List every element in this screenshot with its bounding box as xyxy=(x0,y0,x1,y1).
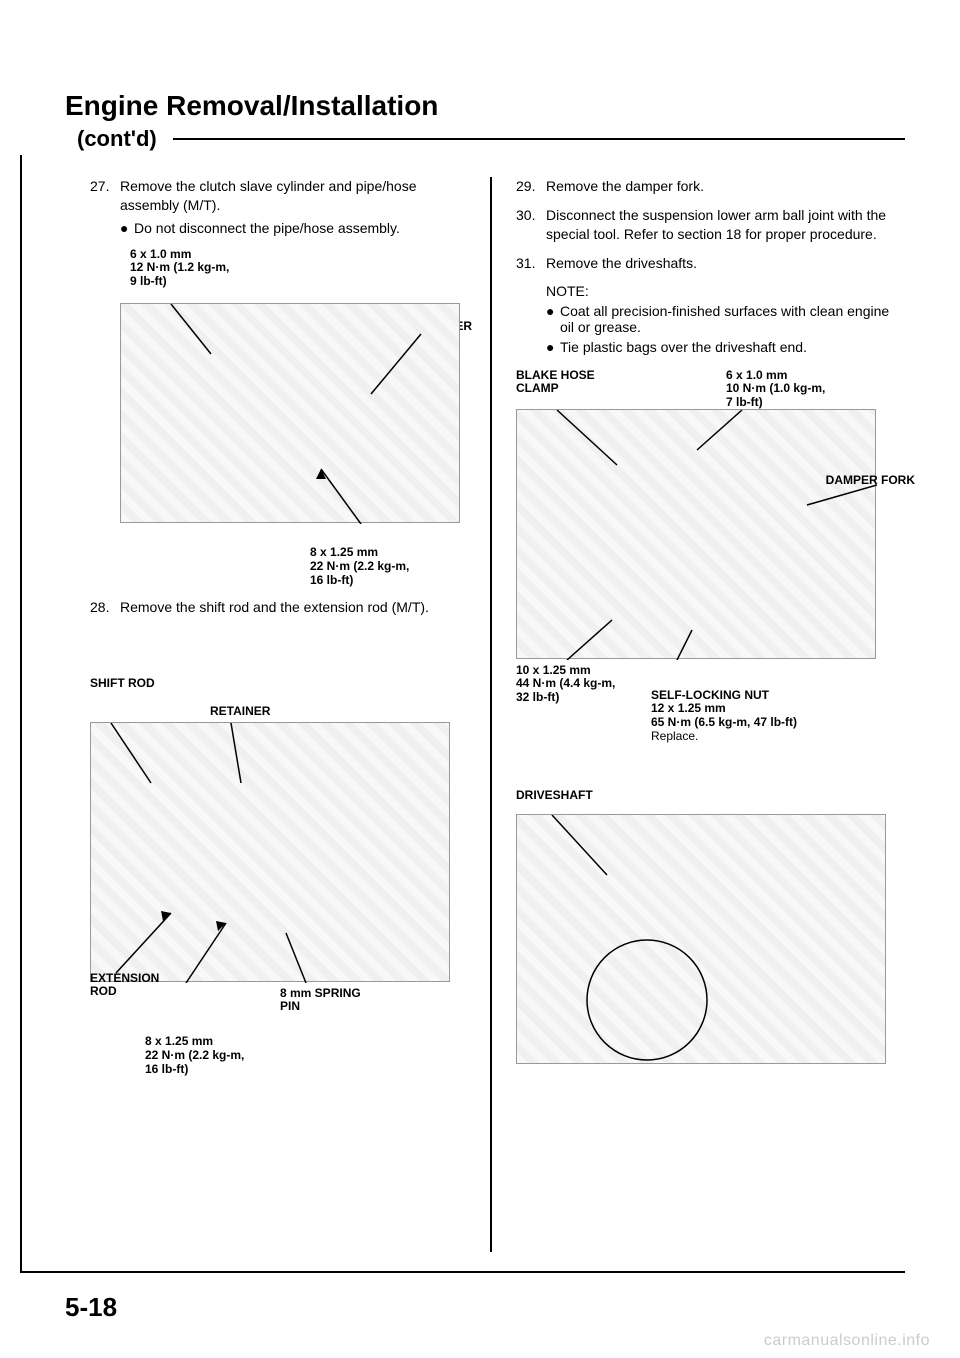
step-text: Disconnect the suspension lower arm ball… xyxy=(546,207,886,242)
page-subtitle: (cont'd) xyxy=(77,126,165,152)
step-30: 30. Disconnect the suspension lower arm … xyxy=(516,206,905,244)
step-number: 28. xyxy=(90,598,120,617)
part-label: CLAMP xyxy=(516,381,559,395)
diagram-placeholder xyxy=(120,303,460,523)
part-label: DAMPER FORK xyxy=(826,473,915,487)
part-label: SHIFT ROD xyxy=(90,676,155,690)
torque-spec: 32 lb-ft) xyxy=(516,690,559,704)
step-27: 27. Remove the clutch slave cylinder and… xyxy=(90,177,472,238)
step-text: Remove the clutch slave cylinder and pip… xyxy=(120,178,417,213)
page-number: 5-18 xyxy=(65,1292,117,1323)
diagram-placeholder xyxy=(516,814,886,1064)
torque-spec: 10 x 1.25 mm xyxy=(516,663,591,677)
torque-spec: 65 N·m (6.5 kg-m, 47 lb-ft) xyxy=(651,715,797,729)
part-label: 8 mm SPRING xyxy=(280,986,361,1000)
diagram-placeholder xyxy=(516,409,876,659)
note-label: NOTE: xyxy=(546,283,905,299)
part-label: DRIVESHAFT xyxy=(516,788,593,802)
step-text: Remove the damper fork. xyxy=(546,178,704,194)
step-number: 31. xyxy=(516,254,546,273)
bottom-rule xyxy=(20,1271,905,1273)
left-column: 27. Remove the clutch slave cylinder and… xyxy=(90,177,490,1252)
torque-spec: 22 N·m (2.2 kg-m, xyxy=(145,1048,244,1062)
step-31: 31. Remove the driveshafts. xyxy=(516,254,905,273)
bullet-icon: ● xyxy=(546,303,560,335)
bullet-icon: ● xyxy=(546,339,560,355)
right-column: 29. Remove the damper fork. 30. Disconne… xyxy=(492,177,905,1252)
torque-spec: 8 x 1.25 mm xyxy=(310,545,378,559)
note-text: Tie plastic bags over the driveshaft end… xyxy=(560,339,807,355)
page-title: Engine Removal/Installation xyxy=(65,90,905,122)
part-label: SELF-LOCKING NUT xyxy=(651,688,769,702)
torque-spec: 9 lb-ft) xyxy=(130,274,167,288)
part-label: RETAINER xyxy=(210,704,270,718)
note-text: Coat all precision-finished surfaces wit… xyxy=(560,303,905,335)
torque-spec: 16 lb-ft) xyxy=(145,1062,188,1076)
left-border xyxy=(20,155,22,1273)
part-label: PIN xyxy=(280,999,300,1013)
figure-slave-cylinder: 6 x 1.0 mm 12 N·m (1.2 kg-m, 9 lb-ft) SL… xyxy=(120,248,472,588)
part-label: ROD xyxy=(90,984,117,998)
rule-line xyxy=(173,138,905,140)
part-label: EXTENSION xyxy=(90,971,159,985)
figure-damper-fork: BLAKE HOSE CLAMP 6 x 1.0 mm 10 N·m (1.0 … xyxy=(516,369,905,759)
bullet-icon: ● xyxy=(120,219,134,238)
diagram-placeholder xyxy=(90,722,450,982)
torque-spec: 7 lb-ft) xyxy=(726,395,763,409)
torque-spec: 12 N·m (1.2 kg-m, xyxy=(130,260,229,274)
part-label: BLAKE HOSE xyxy=(516,368,595,382)
torque-spec: 12 x 1.25 mm xyxy=(651,701,726,715)
watermark: carmanualsonline.info xyxy=(764,1332,930,1350)
torque-spec: 22 N·m (2.2 kg-m, xyxy=(310,559,409,573)
torque-spec: 10 N·m (1.0 kg-m, xyxy=(726,381,825,395)
step-28: 28. Remove the shift rod and the extensi… xyxy=(90,598,472,617)
step-number: 29. xyxy=(516,177,546,196)
bullet-text: Do not disconnect the pipe/hose assembly… xyxy=(134,219,400,238)
step-text: Remove the shift rod and the extension r… xyxy=(120,599,429,615)
step-29: 29. Remove the damper fork. xyxy=(516,177,905,196)
torque-spec: 6 x 1.0 mm xyxy=(726,368,787,382)
instruction-text: Replace. xyxy=(651,729,698,743)
step-text: Remove the driveshafts. xyxy=(546,255,697,271)
torque-spec: 8 x 1.25 mm xyxy=(145,1034,213,1048)
figure-shift-rod: SHIFT ROD RETAINER xyxy=(90,677,472,1077)
torque-spec: 6 x 1.0 mm xyxy=(130,247,191,261)
figure-driveshaft: DRIVESHAFT xyxy=(516,789,905,1079)
step-number: 30. xyxy=(516,206,546,244)
torque-spec: 16 lb-ft) xyxy=(310,573,353,587)
torque-spec: 44 N·m (4.4 kg-m, xyxy=(516,676,615,690)
step-number: 27. xyxy=(90,177,120,238)
